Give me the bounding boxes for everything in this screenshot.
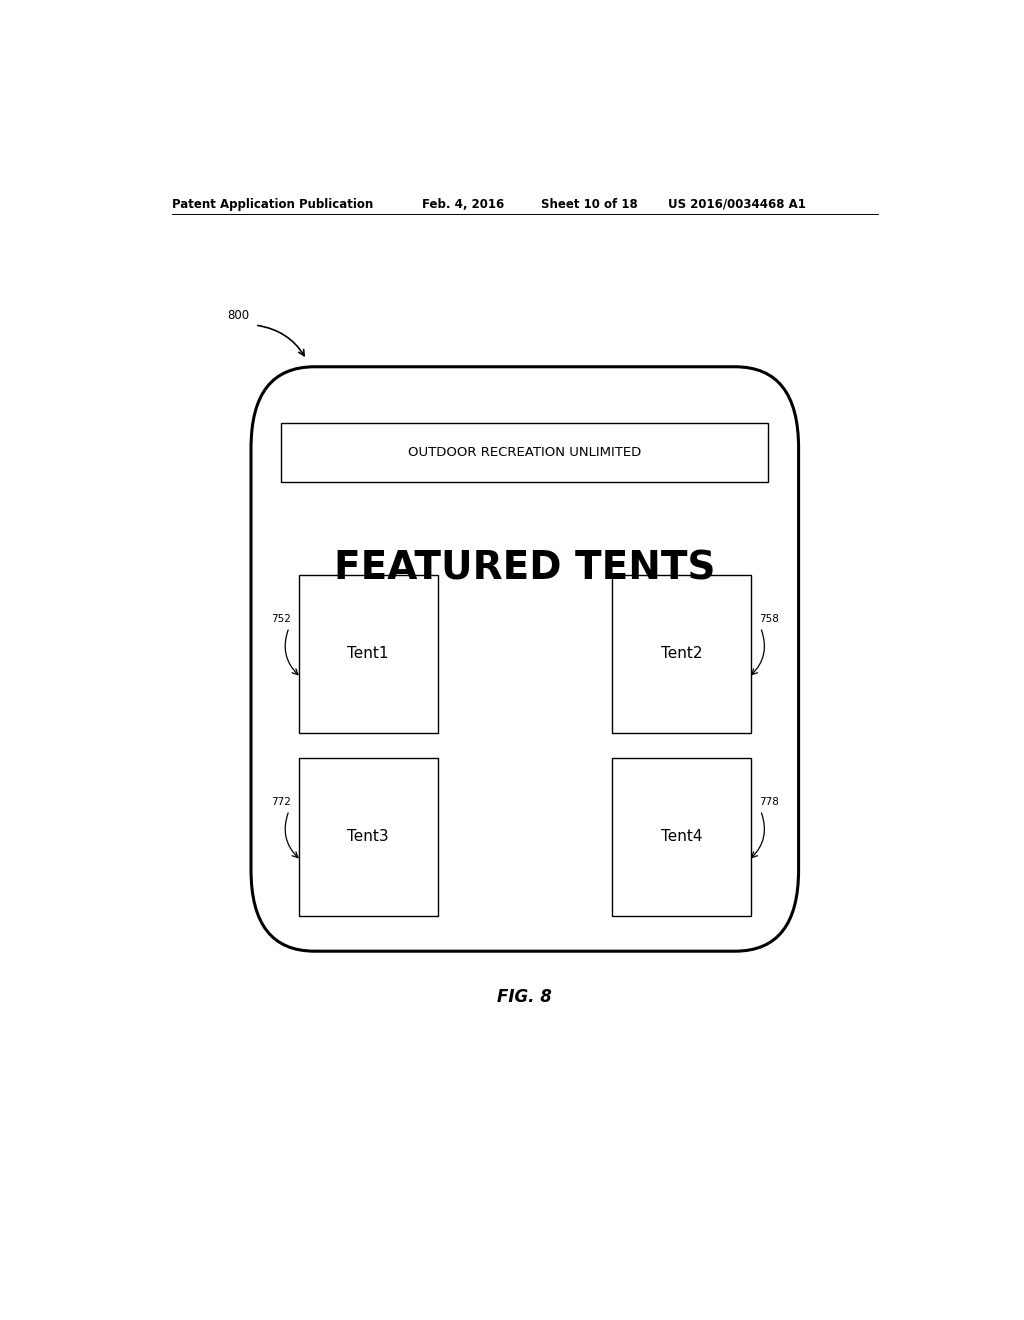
Bar: [299, 758, 437, 916]
Text: US 2016/0034468 A1: US 2016/0034468 A1: [668, 198, 806, 211]
Text: FIG. 8: FIG. 8: [498, 987, 552, 1006]
Bar: [612, 576, 751, 733]
Text: OUTDOOR RECREATION UNLIMITED: OUTDOOR RECREATION UNLIMITED: [409, 446, 641, 458]
Text: Feb. 4, 2016: Feb. 4, 2016: [422, 198, 504, 211]
Text: 772: 772: [270, 797, 291, 808]
Text: FEATURED TENTS: FEATURED TENTS: [334, 549, 716, 587]
Bar: [282, 422, 768, 482]
Text: Tent1: Tent1: [347, 647, 389, 661]
Text: Tent3: Tent3: [347, 829, 389, 845]
Text: Tent4: Tent4: [660, 829, 702, 845]
Bar: [612, 758, 751, 916]
Text: Sheet 10 of 18: Sheet 10 of 18: [541, 198, 637, 211]
Text: 752: 752: [270, 614, 291, 624]
Text: Patent Application Publication: Patent Application Publication: [172, 198, 373, 211]
Bar: [299, 576, 437, 733]
Text: 800: 800: [227, 309, 249, 322]
Text: Tent2: Tent2: [660, 647, 702, 661]
Text: 758: 758: [759, 614, 779, 624]
Text: 778: 778: [759, 797, 779, 808]
FancyBboxPatch shape: [251, 367, 799, 952]
